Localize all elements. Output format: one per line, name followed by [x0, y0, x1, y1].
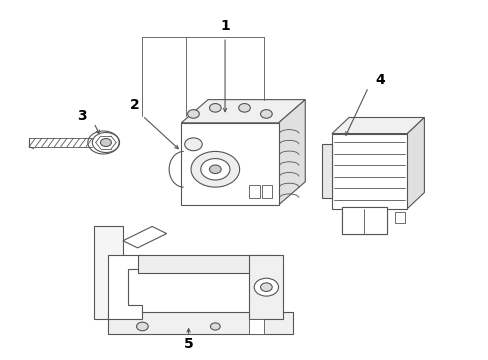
Bar [137, 255, 273, 273]
Circle shape [210, 323, 220, 330]
Text: 5: 5 [183, 337, 193, 351]
Bar [341, 207, 386, 234]
Bar [108, 312, 292, 334]
Bar [331, 134, 407, 208]
Circle shape [260, 283, 272, 292]
Text: 4: 4 [375, 73, 385, 87]
Polygon shape [122, 226, 166, 248]
Polygon shape [407, 117, 424, 208]
Circle shape [254, 278, 278, 296]
Circle shape [209, 165, 221, 174]
Polygon shape [331, 117, 424, 134]
Bar [394, 212, 404, 223]
Bar [249, 185, 260, 198]
Circle shape [201, 158, 229, 180]
Bar [249, 255, 283, 319]
Circle shape [191, 152, 239, 187]
Bar [94, 226, 122, 319]
Circle shape [92, 132, 119, 153]
Circle shape [260, 110, 272, 118]
Polygon shape [181, 100, 305, 123]
Circle shape [100, 139, 111, 147]
Bar [181, 123, 278, 205]
Circle shape [136, 322, 148, 331]
Circle shape [209, 104, 221, 112]
Text: 2: 2 [130, 98, 140, 112]
Polygon shape [108, 255, 142, 319]
Text: 3: 3 [77, 109, 86, 123]
Polygon shape [322, 144, 331, 198]
Bar [249, 319, 264, 334]
Text: 1: 1 [220, 19, 229, 33]
Circle shape [187, 110, 199, 118]
Bar [341, 207, 386, 234]
Bar [261, 185, 272, 198]
Circle shape [238, 104, 250, 112]
Circle shape [184, 138, 202, 151]
Polygon shape [278, 100, 305, 205]
